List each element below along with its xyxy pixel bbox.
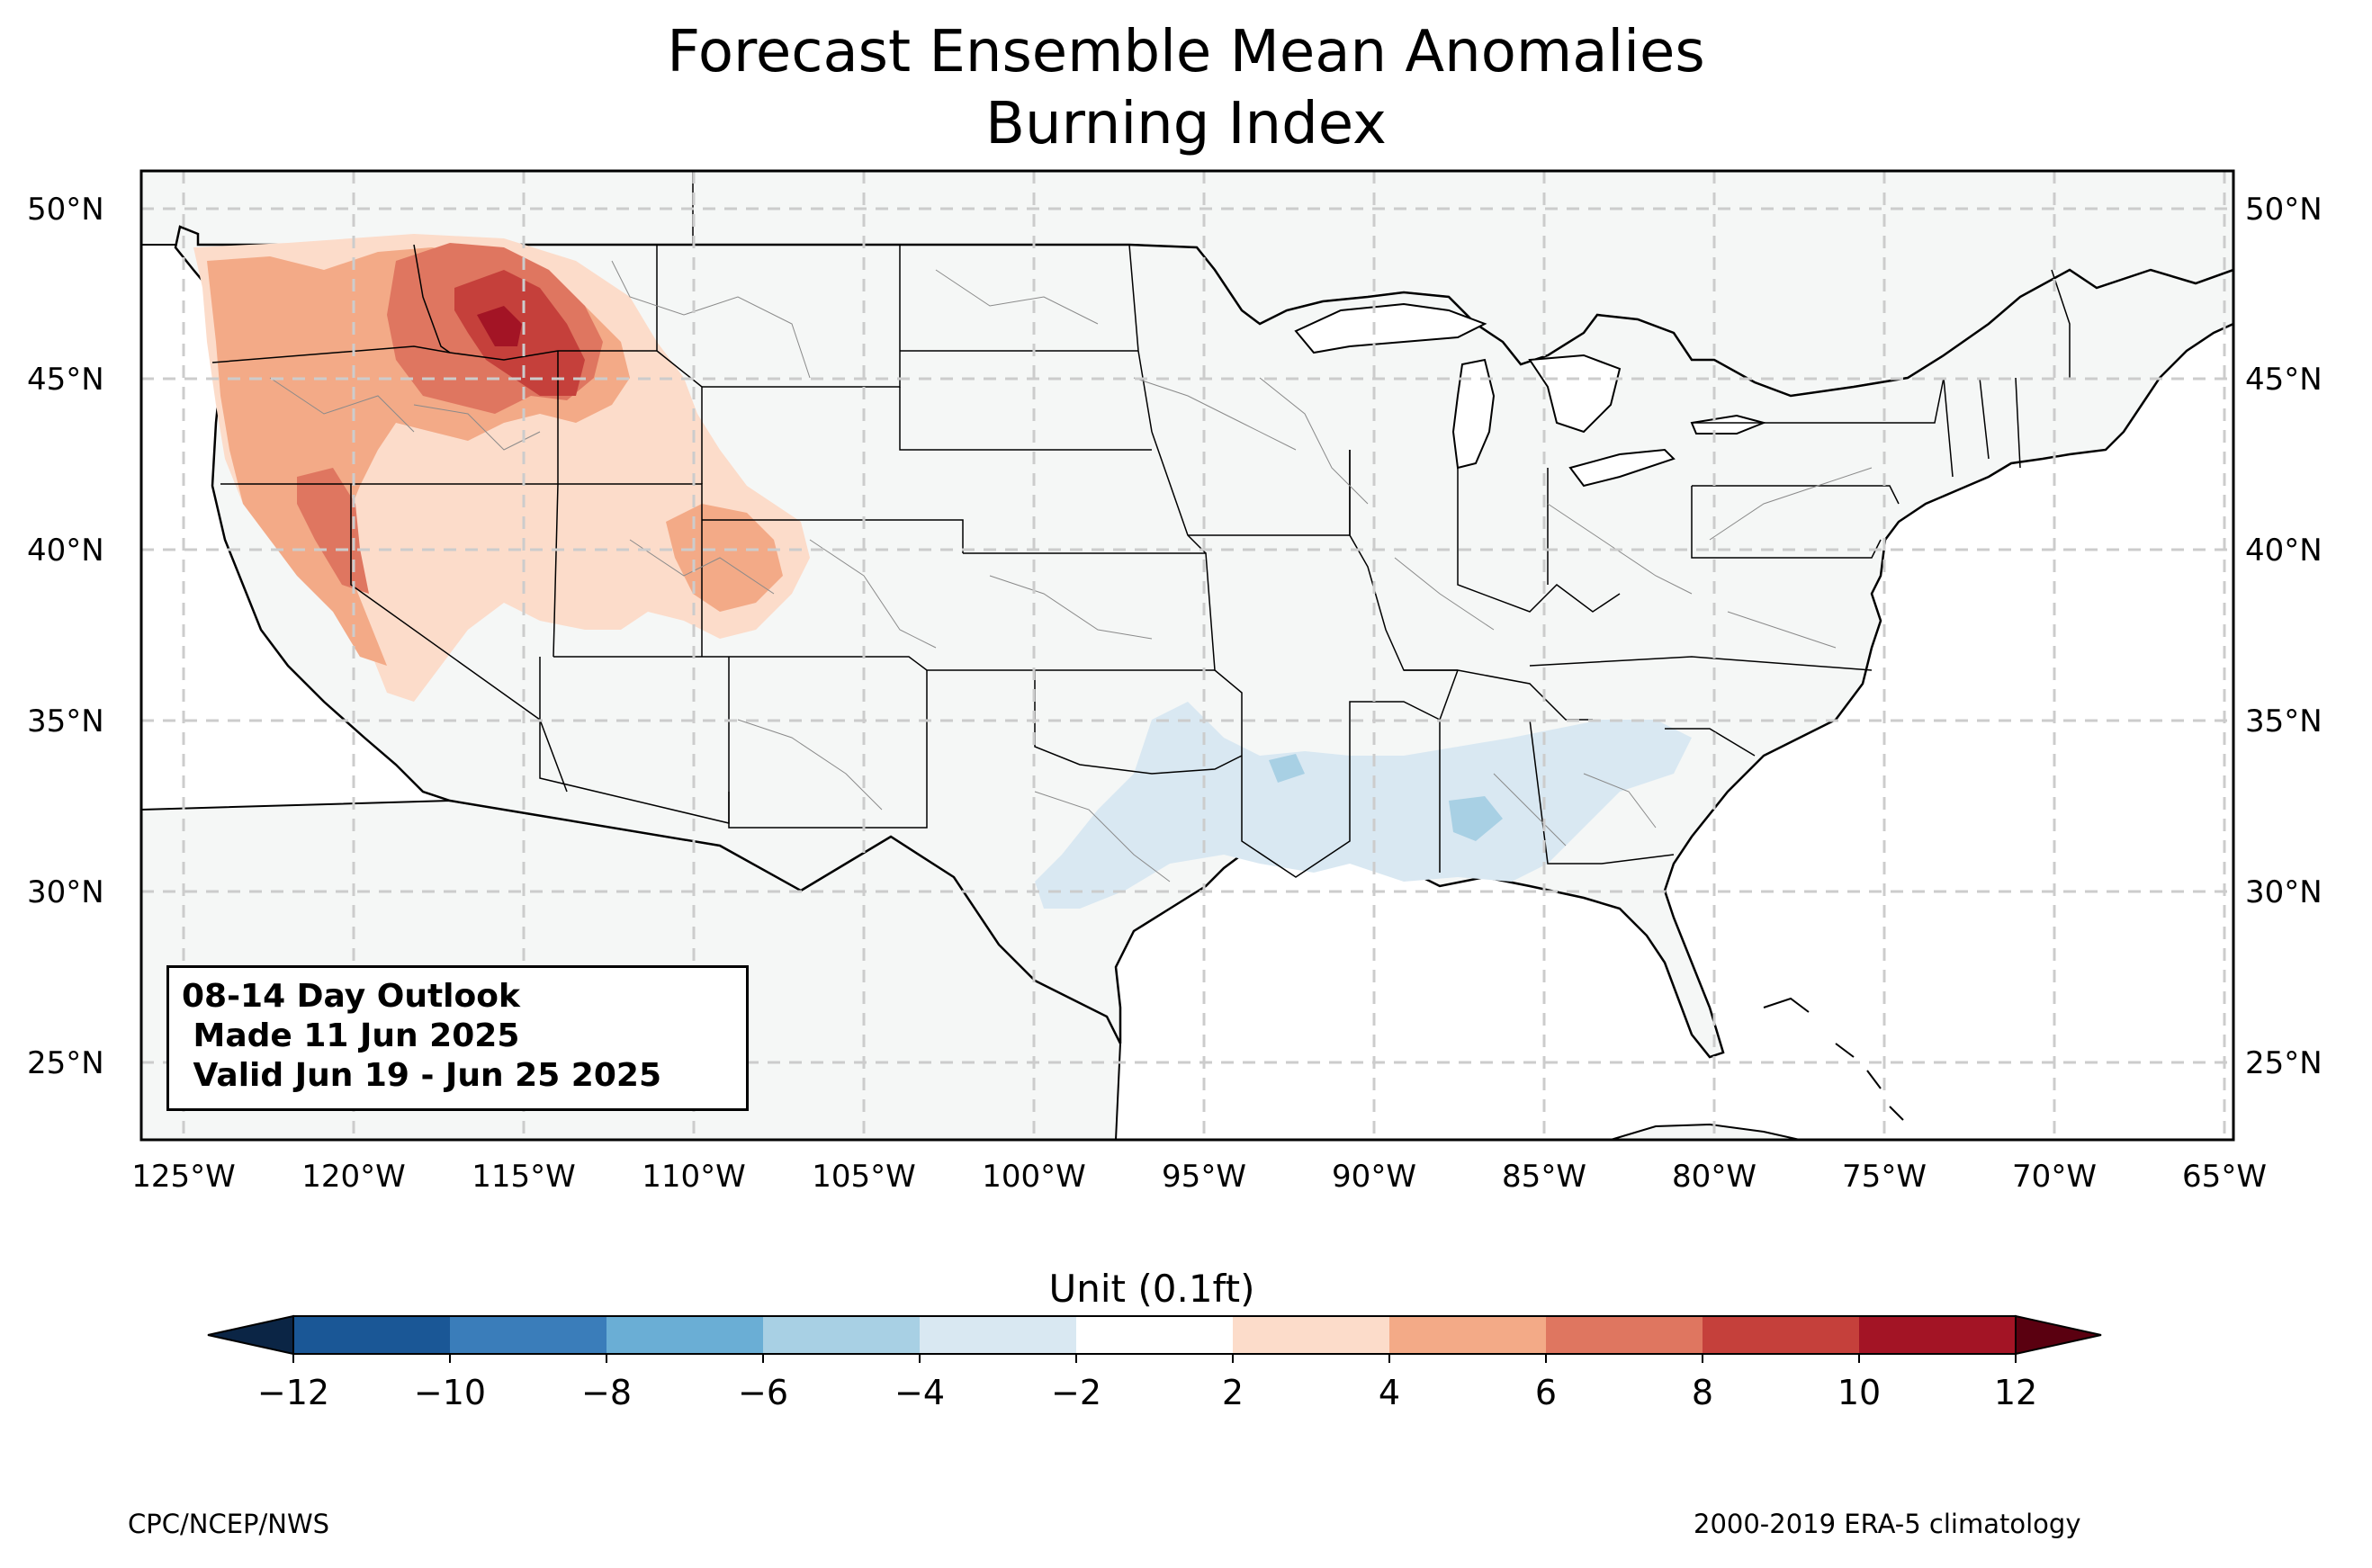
lon-label: 80°W [1672,1159,1757,1195]
climatology-text: 2000-2019 ERA-5 climatology [1694,1509,2081,1539]
colorbar-segment [1546,1316,1703,1354]
lon-label: 75°W [1842,1159,1927,1195]
lake-erie [1568,448,1676,488]
lat-label-right: 30°N [2245,874,2323,910]
credit-text: CPC/NCEP/NWS [128,1509,330,1539]
lake-ontario [1690,414,1767,435]
lon-label: 85°W [1502,1159,1586,1195]
lat-label-right: 25°N [2245,1045,2323,1081]
lon-label: 95°W [1162,1159,1246,1195]
lat-label-left: 25°N [27,1045,104,1081]
outlook-info-box: 08-14 Day Outlook Made 11 Jun 2025 Valid… [166,965,749,1111]
outlook-valid-range: Valid Jun 19 - Jun 25 2025 [182,1057,662,1094]
colorbar-tick: −8 [580,1373,633,1412]
lat-label-left: 30°N [27,874,104,910]
colorbar-segment [1703,1316,1860,1354]
lake-huron [1528,354,1622,434]
colorbar-over-arrow [2015,1314,2102,1356]
colorbar-tick: 2 [1221,1373,1244,1412]
colorbar-under-arrow [207,1314,294,1356]
colorbar-tick: 10 [1837,1373,1882,1412]
lon-label: 125°W [131,1159,236,1195]
lat-label-right: 50°N [2245,192,2323,228]
anomaly-neg4to6-south [1269,754,1503,841]
lon-label: 90°W [1332,1159,1416,1195]
lon-label: 120°W [301,1159,406,1195]
outlook-period: 08-14 Day Outlook [182,978,520,1015]
colorbar-tick: −10 [413,1373,487,1412]
colorbar-segment [1076,1316,1234,1354]
lake-michigan [1451,358,1496,470]
bahamas-islands [1763,997,1904,1121]
colorbar-segment [1389,1316,1547,1354]
colorbar-label: Unit (0.1ft) [1048,1267,1255,1311]
lon-label: 65°W [2182,1159,2267,1195]
colorbar-segment [293,1316,451,1354]
colorbar-tick: 4 [1378,1373,1401,1412]
anomaly-neg2to4-south [1035,702,1692,909]
colorbar-segment [450,1316,607,1354]
lon-label: 115°W [472,1159,576,1195]
lake-superior [1294,302,1487,354]
colorbar-segment [763,1316,921,1354]
lat-label-left: 45°N [27,362,104,398]
colorbar-tick: −6 [737,1373,789,1412]
outlook-made-date: Made 11 Jun 2025 [182,1017,520,1054]
county-borders [269,260,1873,883]
lat-label-right: 35°N [2245,703,2323,739]
cuba-land [1610,1123,1801,1140]
colorbar-segment [1233,1316,1390,1354]
lat-label-right: 40°N [2245,533,2323,569]
colorbar-outline [292,1315,2017,1355]
colorbar-tick: 6 [1534,1373,1558,1412]
colorbar-segment [920,1316,1077,1354]
colorbar-tick: −12 [256,1373,330,1412]
lat-label-left: 50°N [27,192,104,228]
colorbar-tick: −2 [1050,1373,1102,1412]
lon-label: 105°W [812,1159,916,1195]
lon-label: 70°W [2012,1159,2097,1195]
map-frame [139,169,2235,1142]
state-borders [211,171,2071,878]
anomaly-8to10-core [477,306,522,346]
lat-label-right: 45°N [2245,362,2323,398]
lat-label-left: 40°N [27,533,104,569]
colorbar-tick: −4 [894,1373,946,1412]
colorbar-segment [1859,1316,2017,1354]
figure-title: Forecast Ensemble Mean Anomalies [667,19,1705,85]
lat-label-left: 35°N [27,703,104,739]
lon-label: 100°W [982,1159,1086,1195]
colorbar [207,1314,2102,1363]
colorbar-tick: 8 [1691,1373,1714,1412]
figure-subtitle: Burning Index [985,91,1387,157]
negative-anomalies [1035,702,1692,909]
colorbar-tick: 12 [1993,1373,2038,1412]
lon-label: 110°W [642,1159,746,1195]
colorbar-segment [606,1316,764,1354]
